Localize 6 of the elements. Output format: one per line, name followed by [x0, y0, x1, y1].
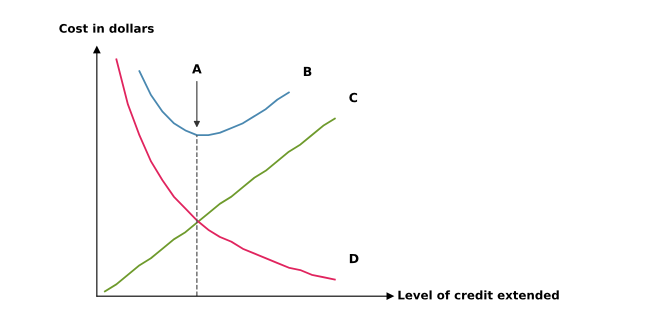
annotation: A: [192, 64, 202, 74]
y-axis-title: Cost in dollars: [59, 24, 154, 33]
x-axis-title: Level of credit extended: [398, 290, 559, 300]
series-label: B: [304, 66, 312, 76]
series-label: C: [349, 92, 358, 102]
series-label: D: [350, 254, 358, 264]
